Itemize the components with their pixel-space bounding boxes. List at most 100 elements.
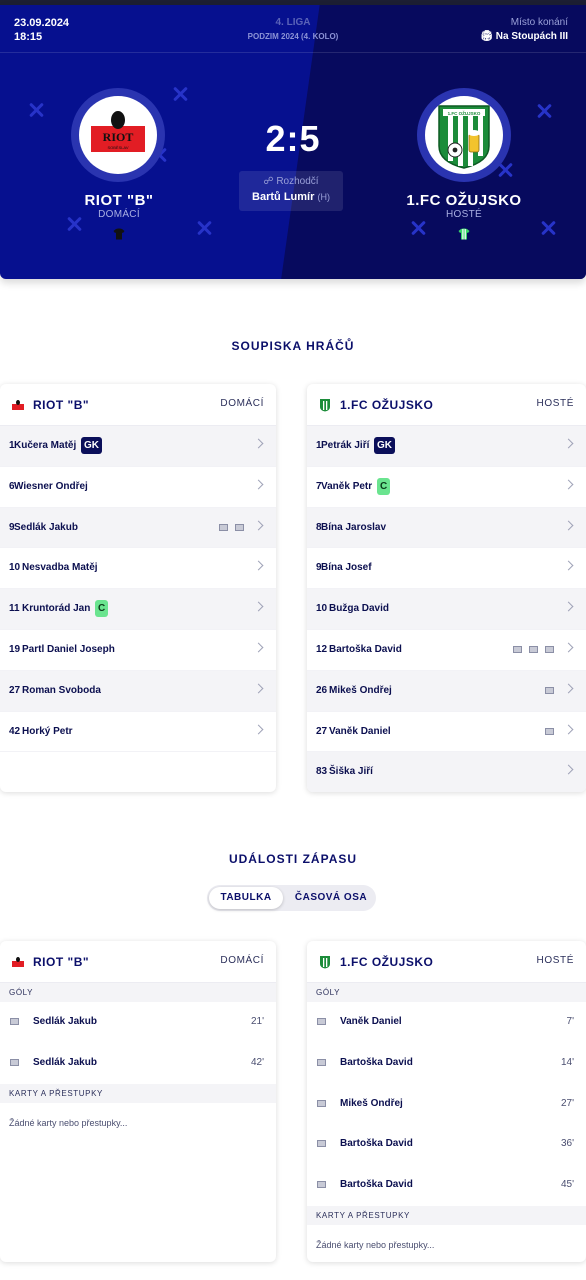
- captain-badge: C: [377, 477, 391, 495]
- home-roster-role: DOMÁCÍ: [220, 398, 264, 409]
- goal-icon: [317, 1140, 326, 1148]
- home-events-role: DOMÁCÍ: [220, 955, 264, 966]
- player-row[interactable]: 1 Petrák Jiří GK: [307, 426, 586, 467]
- player-row[interactable]: 10 Bužga David: [307, 589, 586, 630]
- goal-scorer: Sedlák Jakub: [33, 1056, 97, 1068]
- home-goal-list: Sedlák Jakub 21' Sedlák Jakub 42': [0, 1002, 276, 1084]
- venue-label: Místo konání: [510, 17, 568, 28]
- chevron-right-icon: [253, 601, 264, 612]
- goal-icon: [219, 523, 228, 531]
- away-no-cards-text: Žádné karty nebo přestupky...: [316, 1239, 435, 1250]
- player-number: 10: [9, 562, 21, 574]
- goal-event-row: Vaněk Daniel 7': [307, 1002, 586, 1043]
- away-cards-subheader: KARTY A PŘESTUPKY: [307, 1205, 586, 1225]
- match-score: 2:5: [265, 118, 321, 159]
- chevron-right-icon: [253, 438, 264, 449]
- home-roster-team-name: RIOT "B": [33, 398, 90, 412]
- player-number: 26: [316, 684, 328, 696]
- player-row[interactable]: 10 Nesvadba Matěj: [0, 548, 276, 590]
- goal-minute: 14': [560, 1056, 574, 1068]
- x-pattern-icon: [28, 102, 44, 118]
- chevron-right-icon: [253, 479, 264, 490]
- away-roster-header: 1.FC OŽUJSKO HOSTÉ: [307, 384, 586, 426]
- player-name: Roman Svoboda: [22, 684, 101, 696]
- away-team-logo[interactable]: 1.FC OŽUJSKO: [417, 88, 511, 182]
- away-events-role: HOSTÉ: [536, 955, 574, 966]
- player-name: Vaněk Daniel: [329, 725, 391, 737]
- goal-icon: [235, 523, 244, 531]
- goal-scorer: Bartoška David: [340, 1179, 413, 1191]
- player-name: Vaněk Petr: [321, 480, 373, 492]
- home-events-team-name: RIOT "B": [33, 955, 90, 969]
- goal-icon: [317, 1058, 326, 1066]
- chevron-right-icon: [253, 560, 264, 571]
- match-time: 18:15: [14, 31, 43, 43]
- home-roster-header: RIOT "B" DOMÁCÍ: [0, 384, 276, 426]
- goal-icon: [317, 1018, 326, 1025]
- chevron-right-icon: [563, 601, 574, 612]
- player-row[interactable]: 11 Kruntorád Jan C: [0, 589, 276, 630]
- referee-name: Bartů Lumír (H): [252, 191, 330, 203]
- goal-event-row: Bartoška David 36': [307, 1124, 586, 1165]
- player-row[interactable]: 27 Roman Svoboda: [0, 670, 276, 712]
- goal-icon: [545, 727, 554, 735]
- tab-table[interactable]: TABULKA: [209, 887, 283, 909]
- goalkeeper-badge: GK: [374, 437, 395, 454]
- home-events-card: RIOT "B" DOMÁCÍ GÓLY Sedlák Jakub 21' Sedl…: [0, 941, 276, 1262]
- goal-event-row: Sedlák Jakub 42': [0, 1043, 276, 1084]
- home-team-logo[interactable]: RIOT SOBĚSLAV: [71, 88, 165, 182]
- goal-icon: [10, 1018, 19, 1025]
- player-row[interactable]: 27 Vaněk Daniel: [307, 712, 586, 753]
- goal-icon: [317, 1099, 326, 1107]
- away-team-role: HOSTÉ: [446, 209, 482, 220]
- away-events-card: 1.FC OŽUJSKO HOSTÉ GÓLY Vaněk Daniel 7' Ba…: [307, 941, 586, 1262]
- away-jersey-icon: [458, 228, 470, 240]
- player-name: Kučera Matěj: [14, 440, 77, 451]
- player-number: 83: [316, 766, 328, 778]
- player-row[interactable]: 8 Bína Jaroslav: [307, 507, 586, 549]
- player-row[interactable]: 1 Kučera Matěj GK: [0, 426, 276, 467]
- chevron-right-icon: [563, 438, 574, 449]
- home-team-name[interactable]: RIOT "B": [84, 192, 154, 209]
- riot-mini-logo-icon: [12, 957, 24, 967]
- x-pattern-icon: [172, 86, 188, 102]
- home-events-header: RIOT "B" DOMÁCÍ: [0, 941, 276, 983]
- roster-section-title: SOUPISKA HRÁČŮ: [231, 339, 355, 353]
- goal-icon: [317, 1181, 326, 1189]
- player-row[interactable]: 26 Mikeš Ondřej: [307, 670, 586, 712]
- away-goals-subheader: GÓLY: [307, 983, 586, 1002]
- player-row[interactable]: 7 Vaněk Petr C: [307, 467, 586, 508]
- home-roster-card: RIOT "B" DOMÁCÍ 1 Kučera Matěj GK 6 Wiesner …: [0, 384, 276, 792]
- player-name: Kruntorád Jan: [22, 603, 91, 615]
- svg-text:1.FC OŽUJSKO: 1.FC OŽUJSKO: [448, 109, 481, 116]
- stadium-icon: 🏟: [480, 31, 496, 42]
- away-team-name[interactable]: 1.FC OŽUJSKO: [406, 192, 522, 209]
- player-name: Horký Petr: [22, 725, 73, 737]
- home-player-list: 1 Kučera Matěj GK 6 Wiesner Ondřej 9 Sedlák Ja…: [0, 426, 276, 753]
- chevron-right-icon: [253, 520, 264, 531]
- x-pattern-icon: [196, 220, 212, 236]
- x-pattern-icon: [536, 103, 552, 119]
- player-number: 12: [316, 643, 328, 655]
- goal-scorer: Mikeš Ondřej: [340, 1097, 403, 1109]
- goal-icon: [545, 686, 554, 694]
- whistle-icon: ☍: [263, 176, 277, 187]
- riot-logo-icon: RIOT SOBĚSLAV: [79, 96, 157, 174]
- player-row[interactable]: 83 Šiška Jiří: [307, 752, 586, 792]
- match-venue: Místo konání 🏟 Na Stoupách III: [480, 16, 568, 44]
- chevron-right-icon: [253, 683, 264, 694]
- player-number: 19: [9, 643, 21, 655]
- goal-event-row: Bartoška David 14': [307, 1043, 586, 1084]
- player-row[interactable]: 19 Partl Daniel Joseph: [0, 630, 276, 671]
- player-row[interactable]: 12 Bartoška David: [307, 630, 586, 671]
- player-row[interactable]: 6 Wiesner Ondřej: [0, 467, 276, 508]
- away-roster-team-name: 1.FC OŽUJSKO: [340, 398, 434, 412]
- tab-timeline[interactable]: ČASOVÁ OSA: [294, 892, 368, 903]
- goal-minute: 21': [250, 1016, 264, 1027]
- player-row[interactable]: 42 Horký Petr: [0, 712, 276, 753]
- player-number: 6: [9, 480, 15, 492]
- player-row[interactable]: 9 Bína Josef: [307, 548, 586, 590]
- player-row[interactable]: 9 Sedlák Jakub: [0, 507, 276, 549]
- home-jersey-icon: [113, 228, 125, 240]
- referee-tag: (H): [317, 192, 330, 202]
